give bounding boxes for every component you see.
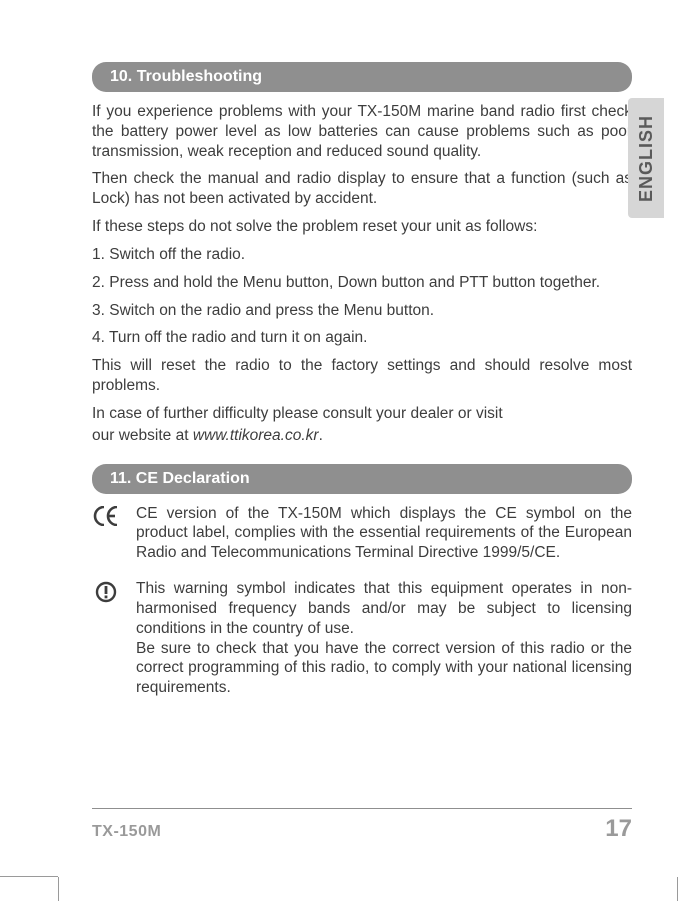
- footer-page-number: 17: [605, 815, 632, 843]
- troubleshooting-p1: If you experience problems with your TX-…: [92, 102, 632, 161]
- troubleshooting-p3: If these steps do not solve the problem …: [92, 217, 632, 237]
- troubleshooting-step1: 1. Switch off the radio.: [92, 245, 632, 265]
- troubleshooting-p6-post: .: [319, 427, 323, 444]
- troubleshooting-p5: In case of further difficulty please con…: [92, 404, 632, 424]
- troubleshooting-p6: our website at www.ttikorea.co.kr.: [92, 426, 632, 446]
- ce-mark-icon: [92, 504, 120, 526]
- section-header-troubleshooting: 10. Troubleshooting: [92, 62, 632, 92]
- language-tab: ENGLISH: [628, 98, 664, 218]
- page-footer: TX-150M 17: [92, 808, 632, 843]
- troubleshooting-website: www.ttikorea.co.kr: [193, 427, 319, 444]
- troubleshooting-step4: 4. Turn off the radio and turn it on aga…: [92, 328, 632, 348]
- troubleshooting-step3: 3. Switch on the radio and press the Men…: [92, 301, 632, 321]
- ce-row: CE version of the TX-150M which displays…: [92, 504, 632, 563]
- troubleshooting-p4: This will reset the radio to the factory…: [92, 356, 632, 396]
- manual-page: ENGLISH 10. Troubleshooting If you exper…: [0, 0, 692, 901]
- crop-mark-icon: [58, 877, 59, 901]
- language-tab-label: ENGLISH: [636, 114, 657, 201]
- troubleshooting-step2: 2. Press and hold the Menu button, Down …: [92, 273, 632, 293]
- warning-text: This warning symbol indicates that this …: [136, 579, 632, 698]
- ce-text: CE version of the TX-150M which displays…: [136, 504, 632, 563]
- warning-text-2: Be sure to check that you have the corre…: [136, 640, 632, 697]
- section-header-ce: 11. CE Declaration: [92, 464, 632, 494]
- warning-text-1: This warning symbol indicates that this …: [136, 580, 632, 637]
- warning-row: This warning symbol indicates that this …: [92, 579, 632, 698]
- troubleshooting-p2: Then check the manual and radio display …: [92, 169, 632, 209]
- crop-mark-icon: [677, 877, 678, 901]
- troubleshooting-p6-pre: our website at: [92, 427, 193, 444]
- crop-mark-icon: [0, 876, 58, 877]
- warning-circle-icon: [92, 579, 120, 603]
- footer-model: TX-150M: [92, 823, 161, 841]
